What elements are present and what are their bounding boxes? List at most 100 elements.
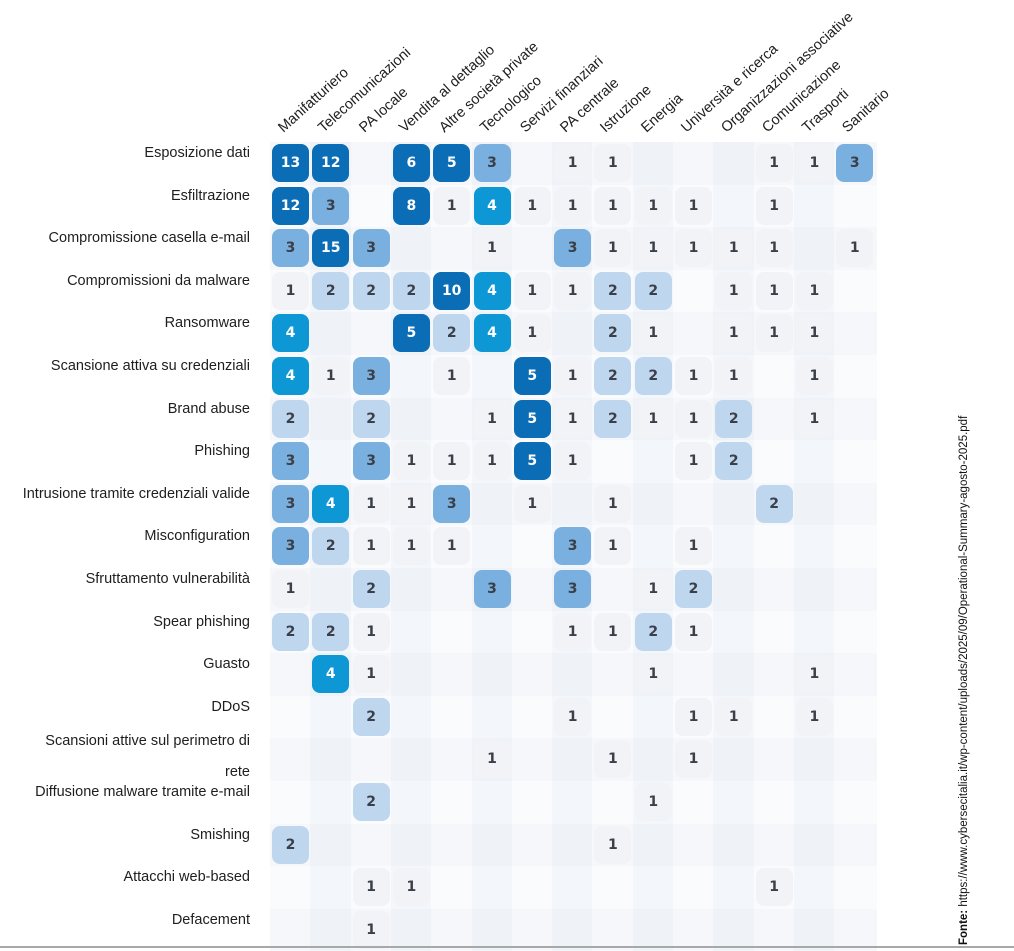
heatmap-cell: 4 <box>473 271 511 310</box>
heatmap-cell: 2 <box>272 612 309 651</box>
heatmap-cell: 1 <box>715 229 753 268</box>
heatmap-cell: 12 <box>312 144 350 182</box>
heatmap-cell: 1 <box>675 442 712 481</box>
row-label: Ransomware <box>164 315 250 332</box>
heatmap-cell: 2 <box>594 357 632 395</box>
heatmap-cell: 1 <box>675 357 712 395</box>
heatmap-cell: 1 <box>634 570 672 608</box>
heatmap-cell: 3 <box>433 484 471 523</box>
heatmap-cell: 1 <box>715 357 753 395</box>
row-band <box>270 738 877 781</box>
heatmap-cell: 1 <box>675 186 712 225</box>
heatmap-cell: 1 <box>352 868 390 907</box>
heatmap-cell: 2 <box>352 271 390 310</box>
row-label: Esposizione dati <box>144 145 250 161</box>
heatmap-cell: 1 <box>675 229 712 268</box>
heatmap-cell: 2 <box>634 271 672 310</box>
heatmap-cell: 1 <box>755 144 793 182</box>
row-label: Attacchi web-based <box>123 869 250 886</box>
heatmap-cell: 3 <box>352 229 390 268</box>
heatmap-cell: 2 <box>715 442 753 481</box>
heatmap-cell: 2 <box>675 570 712 608</box>
heatmap-cell: 3 <box>836 144 874 182</box>
heatmap-cell: 1 <box>433 442 471 481</box>
heatmap-cell: 4 <box>473 186 511 225</box>
heatmap-cell: 3 <box>272 484 309 523</box>
heatmap-cell: 1 <box>675 527 712 566</box>
heatmap-cell: 1 <box>675 697 712 736</box>
heatmap-cell: 2 <box>392 271 430 310</box>
heatmap-cell: 1 <box>634 399 672 438</box>
heatmap-cell: 3 <box>473 144 511 182</box>
row-label: Diffusione malware tramite e-mail <box>35 784 250 800</box>
heatmap-cell: 1 <box>675 740 712 779</box>
heatmap-cell: 1 <box>836 229 874 268</box>
row-label: Misconfiguration <box>144 528 250 545</box>
heatmap-cell: 13 <box>272 144 309 182</box>
heatmap-cell: 1 <box>594 186 632 225</box>
heatmap-cell: 1 <box>554 271 592 310</box>
heatmap-cell: 1 <box>715 314 753 353</box>
row-label: DDoS <box>211 698 250 715</box>
heatmap-cell: 1 <box>755 271 793 310</box>
heatmap-cell: 1 <box>312 357 350 395</box>
row-label: Compromissioni da malware <box>67 272 250 289</box>
heatmap-cell: 1 <box>473 740 511 779</box>
heatmap-cell: 2 <box>312 612 350 651</box>
heatmap-cell: 3 <box>272 229 309 268</box>
heatmap-cell: 4 <box>272 357 309 395</box>
heatmap-cell: 5 <box>513 442 551 481</box>
heatmap-cell: 1 <box>554 186 592 225</box>
heatmap-cell: 1 <box>634 655 672 694</box>
heatmap-cell: 2 <box>352 783 390 821</box>
heatmap-cell: 2 <box>433 314 471 353</box>
row-label: Spear phishing <box>153 613 250 630</box>
heatmap-cell: 1 <box>795 357 833 395</box>
heatmap-cell: 1 <box>594 527 632 566</box>
heatmap-cell: 5 <box>433 144 471 182</box>
heatmap-cell: 1 <box>554 144 592 182</box>
heatmap-cell: 2 <box>272 399 309 438</box>
heatmap-cell: 1 <box>473 442 511 481</box>
heatmap-cell: 1 <box>715 697 753 736</box>
row-label: Defacement <box>171 911 250 928</box>
heatmap-cell: 1 <box>352 612 390 651</box>
heatmap-cell: 2 <box>352 399 390 438</box>
source-url: https://www.cybersecitalia.it/wp-content… <box>958 415 970 907</box>
row-label: Scansioni attive sul perimetro di rete <box>45 726 250 788</box>
heatmap-cell: 1 <box>433 357 471 395</box>
heatmap-cell: 2 <box>594 399 632 438</box>
row-label: Compromissione casella e-mail <box>48 230 250 247</box>
source-note: Fonte: https://www.cybersecitalia.it/wp-… <box>958 416 970 945</box>
heatmap-cell: 1 <box>554 442 592 481</box>
heatmap-cell: 3 <box>554 229 592 268</box>
heatmap-cell: 15 <box>312 229 350 268</box>
heatmap-cell: 2 <box>352 570 390 608</box>
heatmap-cell: 1 <box>352 527 390 566</box>
heatmap-cell: 3 <box>352 442 390 481</box>
heatmap-cell: 1 <box>513 314 551 353</box>
heatmap-cell: 3 <box>473 570 511 608</box>
heatmap-cell: 12 <box>272 186 309 225</box>
bottom-divider <box>0 946 1014 948</box>
row-label-line: rete <box>225 764 250 781</box>
row-label: Guasto <box>203 656 250 673</box>
row-label: Esfiltrazione <box>171 187 250 204</box>
heatmap-cell: 3 <box>272 442 309 481</box>
heatmap-cell: 6 <box>392 144 430 182</box>
heatmap-cell: 1 <box>634 314 672 353</box>
heatmap-cell: 2 <box>634 612 672 651</box>
heatmap-cell: 1 <box>272 271 309 310</box>
heatmap-cell: 8 <box>392 186 430 225</box>
heatmap-cell: 1 <box>755 868 793 907</box>
row-label: Intrusione tramite credenziali valide <box>22 485 250 502</box>
heatmap-cell: 5 <box>392 314 430 353</box>
heatmap-cell: 3 <box>312 186 350 225</box>
heatmap-cell: 3 <box>554 570 592 608</box>
heatmap-cell: 4 <box>272 314 309 353</box>
heatmap-cell: 4 <box>312 484 350 523</box>
heatmap-cell: 5 <box>513 357 551 395</box>
row-label: Sfruttamento vulnerabilità <box>85 571 250 587</box>
heatmap-cell: 1 <box>795 697 833 736</box>
